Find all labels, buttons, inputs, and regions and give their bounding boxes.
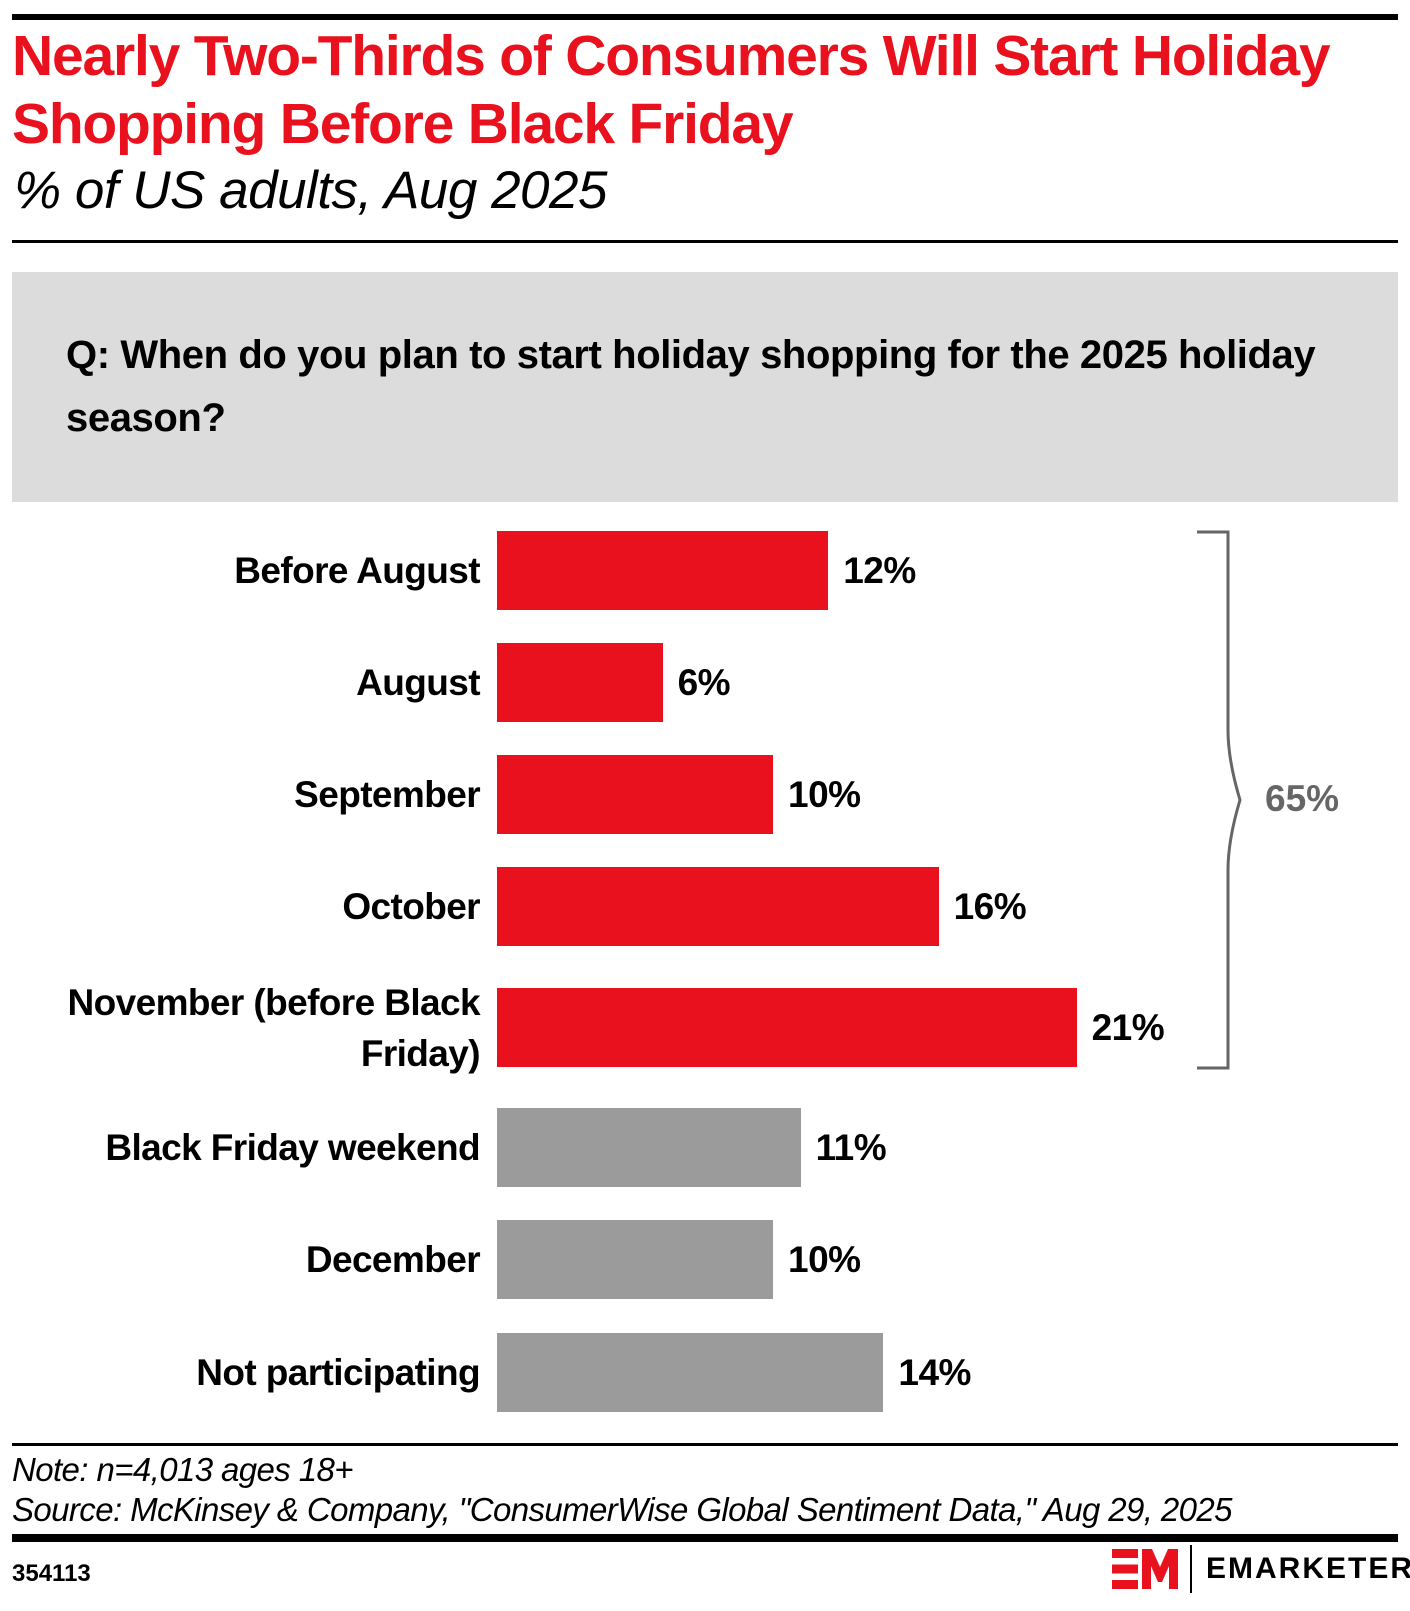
bracket-total-label: 65% <box>1265 778 1340 819</box>
bar <box>497 1220 773 1299</box>
bar-row: Before August 12% <box>0 531 1410 610</box>
value-label: 14% <box>898 1351 971 1393</box>
chart-id: 354113 <box>12 1560 91 1587</box>
category-label: Not participating <box>196 1352 480 1393</box>
value-label: 16% <box>953 885 1027 927</box>
value-label: 12% <box>843 549 916 591</box>
question-box: Q: When do you plan to start holiday sho… <box>12 272 1398 502</box>
category-label: October <box>342 886 480 927</box>
bar <box>497 643 663 722</box>
bar-row: August 6% <box>0 643 1410 722</box>
value-label: 11% <box>815 1126 887 1168</box>
chart-note: Note: n=4,013 ages 18+ <box>12 1451 354 1488</box>
bracket-icon <box>1197 530 1242 1070</box>
category-label: December <box>305 1239 481 1280</box>
emarketer-logo: EMARKETER <box>1112 1545 1410 1593</box>
value-label: 10% <box>788 773 861 815</box>
category-label: Before August <box>234 550 480 591</box>
category-label: September <box>294 774 480 815</box>
bar-row: September 10% <box>0 755 1410 834</box>
footer-rule <box>12 1443 1398 1446</box>
bar <box>497 988 1077 1067</box>
brand-name: EMARKETER <box>1206 1552 1410 1585</box>
top-rule <box>12 14 1398 20</box>
value-label: 21% <box>1091 1006 1165 1048</box>
bar-row: December 10% <box>0 1220 1410 1299</box>
header-rule <box>12 240 1398 243</box>
bar <box>497 1333 884 1412</box>
category-label: November (before Black Friday) <box>67 981 481 1074</box>
chart-title: Nearly Two-Thirds of Consumers Will Star… <box>12 24 1331 156</box>
bar-row: Black Friday weekend 11% <box>0 1108 1410 1187</box>
bar <box>497 531 829 610</box>
survey-question: Q: When do you plan to start holiday sho… <box>66 333 1316 440</box>
bar-row: October 16% <box>0 867 1410 946</box>
value-label: 6% <box>677 661 731 703</box>
bar <box>497 867 939 946</box>
bar <box>497 1108 801 1187</box>
value-label: 10% <box>788 1238 861 1280</box>
bar-row: Not participating 14% <box>0 1333 1410 1412</box>
bar <box>497 755 773 834</box>
category-label: August <box>356 662 480 703</box>
bar-row: November (before Black Friday) 21% <box>0 981 1410 1074</box>
logo-separator <box>1190 1545 1192 1593</box>
chart-subtitle: % of US adults, Aug 2025 <box>14 161 607 220</box>
bottom-rule <box>12 1534 1398 1542</box>
category-label: Black Friday weekend <box>105 1127 480 1168</box>
chart-source: Source: McKinsey & Company, "ConsumerWis… <box>12 1491 1233 1528</box>
em-logo-icon <box>1112 1549 1178 1589</box>
